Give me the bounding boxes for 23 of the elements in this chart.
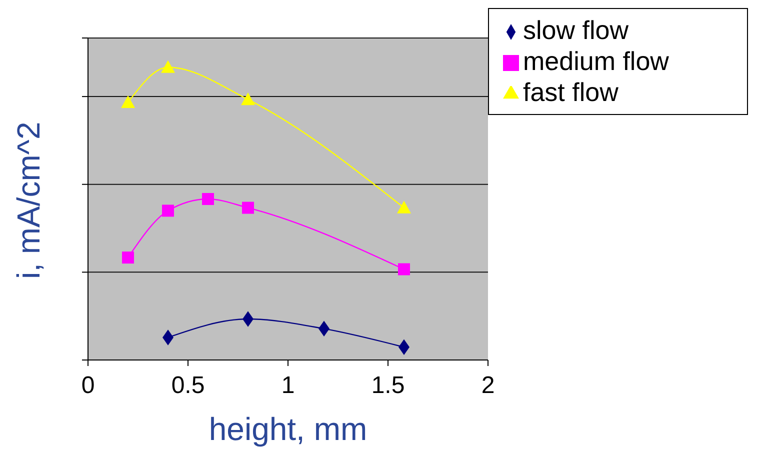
point: [162, 204, 174, 217]
y-axis-title: i, mA/cm^2: [10, 122, 46, 279]
point: [318, 321, 330, 336]
x-tick-label: 0: [81, 372, 95, 400]
point: [161, 60, 175, 73]
x-axis-title: height, mm: [208, 411, 368, 447]
point: [398, 263, 410, 276]
point: [202, 193, 214, 205]
point: [121, 95, 135, 108]
point: [242, 312, 254, 327]
point: [242, 202, 254, 214]
legend-label: medium flow: [523, 46, 669, 76]
x-tick-label: 2: [481, 372, 495, 400]
legend-label: slow flow: [523, 15, 628, 45]
x-tick-label: 0.5: [171, 372, 205, 400]
point: [122, 252, 134, 264]
point: [162, 330, 174, 345]
point: [397, 200, 411, 214]
point: [241, 92, 255, 106]
x-tick-label: 1: [281, 372, 295, 400]
x-tick-label: 1.5: [371, 372, 405, 400]
legend-label: fast flow: [523, 77, 618, 107]
point: [398, 340, 410, 355]
